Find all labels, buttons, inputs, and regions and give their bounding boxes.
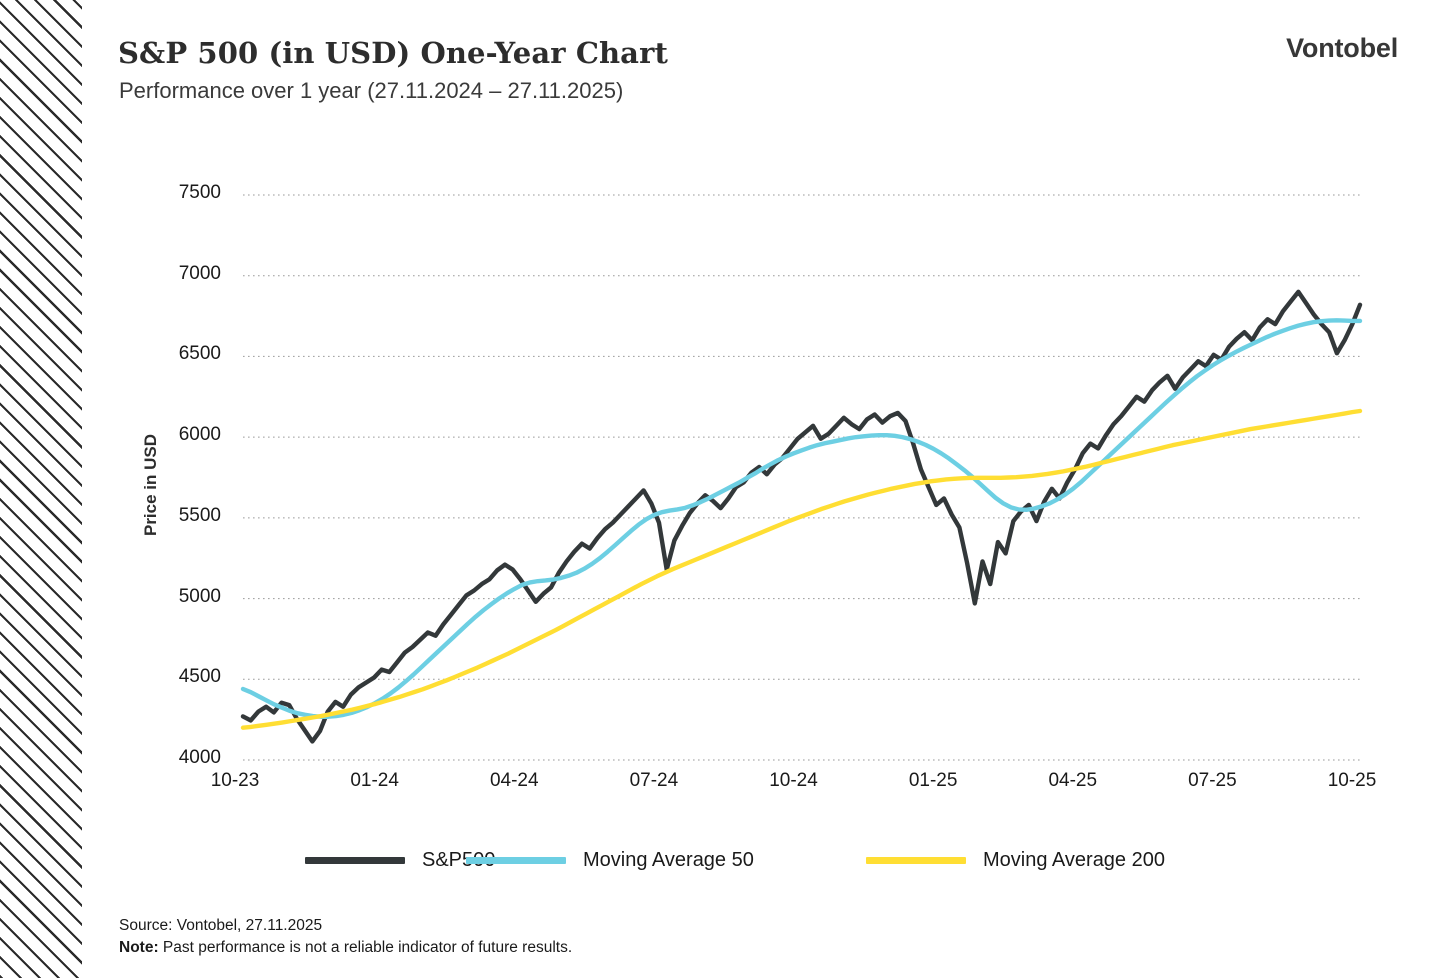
y-tick-label: 6000 bbox=[178, 424, 221, 446]
y-tick-label: 5500 bbox=[178, 504, 221, 526]
legend-item[interactable]: Moving Average 200 bbox=[866, 849, 1165, 872]
footer-notes: Source: Vontobel, 27.11.2025 Note: Past … bbox=[119, 915, 572, 960]
y-tick-label: 4000 bbox=[178, 747, 221, 768]
x-tick-label: 07-25 bbox=[1188, 770, 1237, 791]
page-subtitle: Performance over 1 year (27.11.2024 – 27… bbox=[119, 78, 624, 103]
x-tick-label: 10-23 bbox=[210, 770, 260, 791]
legend-swatch bbox=[466, 857, 566, 864]
x-tick-label: 01-24 bbox=[350, 770, 399, 791]
footer-note-text: Past performance is not a reliable indic… bbox=[158, 939, 573, 957]
vontobel-logo: Vontobel bbox=[1286, 33, 1398, 63]
legend-label: Moving Average 200 bbox=[983, 849, 1165, 871]
x-tick-label: 10-25 bbox=[1327, 770, 1377, 791]
y-tick-label: 5000 bbox=[178, 585, 221, 607]
legend-item[interactable]: S&P500 bbox=[305, 849, 495, 872]
y-tick-label: 6500 bbox=[178, 343, 221, 365]
x-tick-label: 04-25 bbox=[1048, 770, 1098, 791]
y-axis-title: Price in USD bbox=[141, 433, 160, 537]
x-tick-label: 04-24 bbox=[489, 770, 539, 791]
hatch-edge-divider bbox=[82, 0, 83, 978]
series-line-moving-average-200 bbox=[240, 408, 1363, 730]
footer-source: Source: Vontobel, 27.11.2025 bbox=[119, 917, 323, 934]
x-tick-label: 01-25 bbox=[908, 770, 958, 791]
y-tick-label: 4500 bbox=[178, 666, 221, 688]
x-tick-label: 07-24 bbox=[629, 770, 679, 791]
chart-legend: S&P500 Moving Average 50 Moving Average 20… bbox=[0, 845, 1436, 879]
legend-item[interactable]: Moving Average 50 bbox=[466, 849, 754, 872]
legend-label: Moving Average 50 bbox=[583, 849, 754, 871]
page-title: S&P 500 (in USD) One-Year Chart bbox=[118, 36, 668, 70]
y-tick-label: 7000 bbox=[178, 262, 221, 284]
legend-label: S&P500 bbox=[422, 849, 496, 871]
y-tick-label: 7500 bbox=[178, 182, 221, 203]
footer-note-label: Note: bbox=[119, 939, 159, 957]
x-tick-label: 10-24 bbox=[769, 770, 818, 791]
legend-swatch bbox=[866, 857, 966, 864]
decorative-hatch-band bbox=[0, 0, 82, 978]
legend-swatch bbox=[305, 857, 405, 864]
series-line-s-p500 bbox=[240, 289, 1363, 744]
footer-note: Note: Past performance is not a reliable… bbox=[119, 937, 572, 959]
series-line-moving-average-50 bbox=[240, 318, 1363, 719]
